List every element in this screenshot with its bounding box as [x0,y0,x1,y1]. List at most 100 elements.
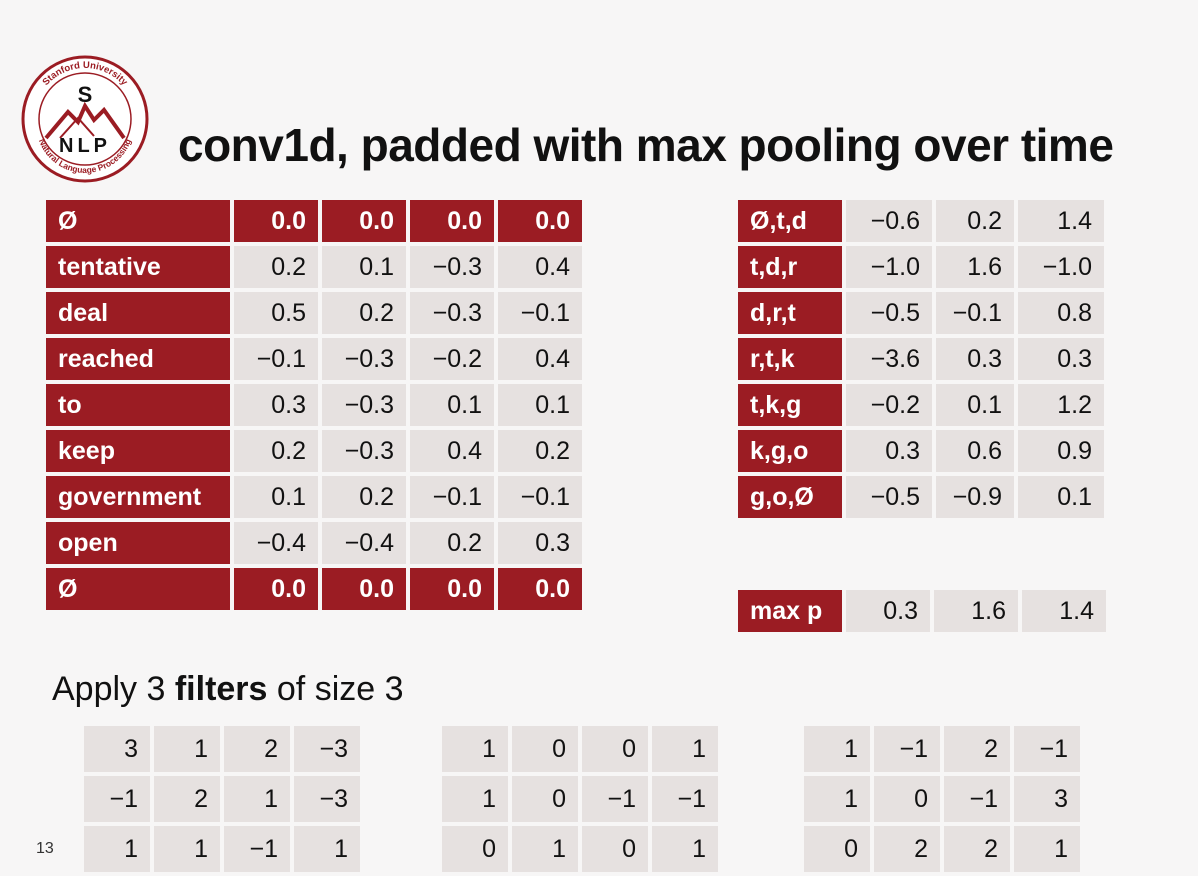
filter-weight: 3 [84,726,150,772]
embedding-value: 0.0 [410,568,494,610]
conv-value: 1.2 [1018,384,1104,426]
filter-weight: 1 [804,776,870,822]
embedding-value: 0.0 [234,200,318,242]
logo-letters-bottom: NLP [59,135,111,157]
max-pool-label: max p [738,590,842,632]
embedding-value: 0.2 [410,522,494,564]
conv-value: −0.1 [936,292,1014,334]
filter-weight: 3 [1014,776,1080,822]
filter-weight: 0 [512,726,578,772]
filter-weight: 1 [154,826,220,872]
embedding-value: 0.0 [234,568,318,610]
embedding-value: 0.2 [234,246,318,288]
filter-weight: −1 [1014,726,1080,772]
trigram-label: Ø,t,d [738,200,842,242]
filter-row: 3 1 2 −3 [84,726,360,772]
conv-row: Ø,t,d −0.6 0.2 1.4 [738,200,1104,242]
filter-weight: −3 [294,726,360,772]
filter-weight: 0 [512,776,578,822]
embedding-value: 0.1 [234,476,318,518]
trigram-label: t,d,r [738,246,842,288]
embedding-value: 0.2 [498,430,582,472]
embedding-value: 0.0 [322,200,406,242]
filter-weight: 1 [512,826,578,872]
trigram-label: t,k,g [738,384,842,426]
embedding-value: 0.3 [234,384,318,426]
conv-row: r,t,k −3.6 0.3 0.3 [738,338,1104,380]
conv-value: 0.1 [1018,476,1104,518]
conv-value: 1.6 [936,246,1014,288]
filter-weight: 1 [442,776,508,822]
embedding-value: −0.3 [410,246,494,288]
embedding-value: −0.4 [322,522,406,564]
filter-weight: 1 [294,826,360,872]
filter-weight: −1 [224,826,290,872]
max-pool-table: max p 0.3 1.6 1.4 [734,586,1110,636]
conv-value: 0.8 [1018,292,1104,334]
word-label: government [46,476,230,518]
stanford-nlp-logo: Stanford University Natural Language Pro… [21,55,149,183]
embedding-value: 0.1 [322,246,406,288]
conv-value: −1.0 [1018,246,1104,288]
conv-value: −1.0 [846,246,932,288]
filter-row: 1 0 −1 −1 [442,776,718,822]
conv-value: 0.3 [846,430,932,472]
conv-row: g,o,Ø −0.5 −0.9 0.1 [738,476,1104,518]
embedding-value: 0.1 [498,384,582,426]
filter-weight: 2 [944,726,1010,772]
word-row: open −0.4 −0.4 0.2 0.3 [46,522,582,564]
word-label: Ø [46,200,230,242]
filter-weight: −1 [874,726,940,772]
conv-value: −0.2 [846,384,932,426]
conv-value: −0.6 [846,200,932,242]
word-row: deal 0.5 0.2 −0.3 −0.1 [46,292,582,334]
embedding-value: 0.1 [410,384,494,426]
filter-weight: −3 [294,776,360,822]
filter-weight: 1 [154,726,220,772]
conv-value: 0.6 [936,430,1014,472]
embedding-value: −0.4 [234,522,318,564]
filter-weight: 1 [652,726,718,772]
embedding-value: 0.2 [322,292,406,334]
filter-weight: 0 [804,826,870,872]
conv-row: d,r,t −0.5 −0.1 0.8 [738,292,1104,334]
embedding-value: 0.0 [410,200,494,242]
word-row: keep 0.2 −0.3 0.4 0.2 [46,430,582,472]
word-label: open [46,522,230,564]
filter-row: −1 2 1 −3 [84,776,360,822]
conv-value: 0.3 [1018,338,1104,380]
filter-weight: 0 [582,826,648,872]
caption-bold: filters [174,670,268,708]
embedding-value: 0.4 [410,430,494,472]
word-label: Ø [46,568,230,610]
embedding-value: 0.2 [322,476,406,518]
embedding-value: −0.3 [322,384,406,426]
conv-value: 0.9 [1018,430,1104,472]
caption-prefix: Apply 3 [52,670,175,708]
filter-weight: 1 [804,726,870,772]
filter-weight: 2 [944,826,1010,872]
embedding-value: 0.2 [234,430,318,472]
embedding-value: −0.2 [410,338,494,380]
conv-row: t,k,g −0.2 0.1 1.2 [738,384,1104,426]
filters-caption: Apply 3 filters of size 3 [52,670,404,709]
conv-value: −3.6 [846,338,932,380]
conv-value: 0.3 [936,338,1014,380]
conv-value: −0.5 [846,292,932,334]
embedding-value: −0.1 [234,338,318,380]
filter-weight: 1 [652,826,718,872]
filter-row: 1 1 −1 1 [84,826,360,872]
filter-3-table: 1 −1 2 −1 1 0 −1 3 0 2 2 1 [800,722,1084,876]
embedding-value: −0.3 [322,338,406,380]
trigram-label: r,t,k [738,338,842,380]
filter-weight: 1 [1014,826,1080,872]
filter-weight: −1 [582,776,648,822]
embedding-value: 0.4 [498,338,582,380]
conv-value: −0.5 [846,476,932,518]
max-pool-value: 0.3 [846,590,930,632]
embedding-value: −0.3 [322,430,406,472]
filter-weight: 2 [224,726,290,772]
max-pool-row: max p 0.3 1.6 1.4 [738,590,1106,632]
